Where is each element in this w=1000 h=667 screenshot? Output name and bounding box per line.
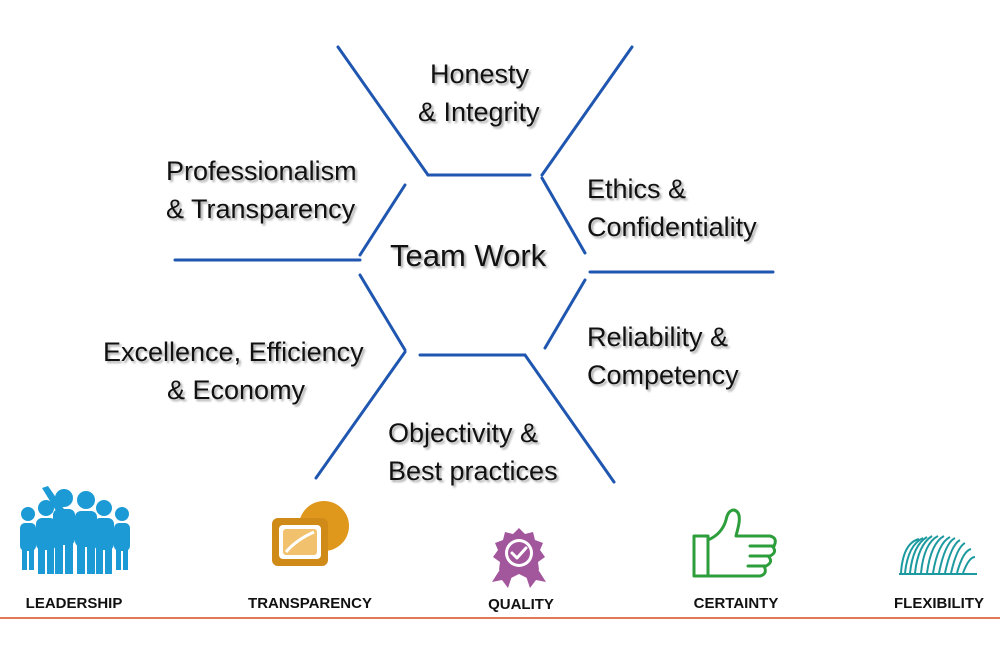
spoke-top-left [336, 45, 430, 177]
value-lower-right-line-1: Reliability & [587, 322, 729, 352]
value-lower-left-line-1: Excellence, Efficiency [103, 337, 364, 367]
value-upper-right-line-2: Confidentiality [587, 212, 757, 242]
footer-divider [0, 617, 1000, 619]
value-top-line-1: Honesty [430, 59, 530, 89]
value-upper-right: Ethics & Confidentiality [587, 170, 757, 246]
attribute-label-quality: QUALITY [488, 596, 554, 613]
center-label-text: Team Work [390, 238, 547, 273]
value-lower-left: Excellence, Efficiency & Economy [103, 333, 364, 409]
hexagon-edge-upper-right [540, 176, 587, 255]
thumbs-up-icon [692, 508, 777, 578]
value-lower-right: Reliability & Competency [587, 318, 739, 394]
center-label: Team Work [390, 236, 546, 276]
value-upper-right-line-1: Ethics & [587, 174, 687, 204]
value-lower-left-line-2: & Economy [167, 375, 306, 405]
spoke-top-right [540, 45, 634, 177]
value-lower-right-line-2: Competency [587, 360, 739, 390]
value-upper-left-line-2: & Transparency [166, 194, 356, 224]
hexagon-edge-lower-right [543, 278, 587, 350]
spoke-bottom-left [314, 350, 407, 480]
value-bottom-line-1: Objectivity & [388, 418, 539, 448]
attribute-label-leadership: LEADERSHIP [25, 595, 123, 612]
hexagon-edge-lower-left [358, 273, 407, 352]
value-bottom-line-2: Best practices [388, 456, 558, 486]
quality-award-badge-icon [492, 528, 546, 588]
value-bottom: Objectivity & Best practices [388, 414, 558, 490]
spring-coil-icon [899, 535, 977, 575]
value-top: Honesty & Integrity [418, 55, 540, 131]
transparency-frames-icon [272, 501, 349, 566]
value-top-line-2: & Integrity [418, 97, 540, 127]
attribute-label-transparency: TRANSPARENCY [248, 595, 372, 612]
spoke-bottom-right [523, 353, 616, 484]
hexagon-edge-upper-left [358, 183, 407, 257]
value-upper-left: Professionalism & Transparency [166, 152, 357, 228]
attribute-label-flexibility: FLEXIBILITY [894, 595, 984, 612]
attribute-label-certainty: CERTAINTY [693, 595, 779, 612]
leadership-people-icon [20, 486, 130, 574]
value-upper-left-line-1: Professionalism [166, 156, 357, 186]
